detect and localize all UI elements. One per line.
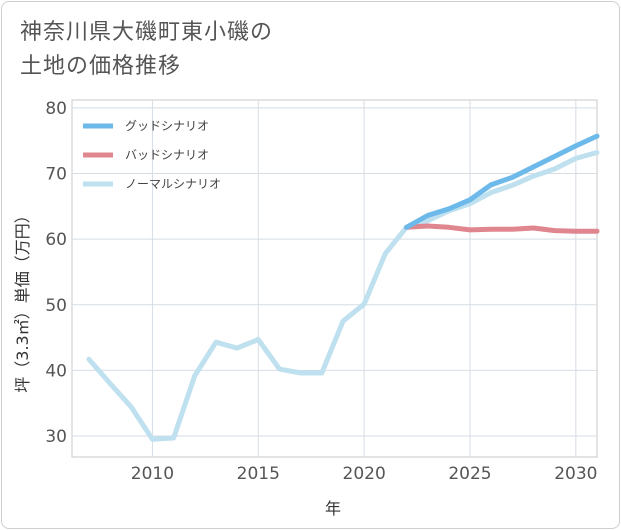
series-lines — [86, 133, 600, 442]
series-line-0 — [404, 133, 600, 230]
plot-area — [71, 99, 598, 458]
tick-labels: 30 40 50 60 70 80 2010 2015 2020 2025 2030 — [45, 99, 597, 484]
x-tick-label: 2025 — [448, 464, 491, 484]
x-tick-label: 2010 — [131, 464, 174, 484]
series-line-2 — [86, 150, 600, 442]
legend-label-0: グッドシナリオ — [125, 119, 209, 133]
chart-title: 神奈川県大磯町東小磯の 土地の価格推移 — [20, 16, 273, 84]
title-line-2: 土地の価格推移 — [20, 54, 182, 79]
title-line-1: 神奈川県大磯町東小磯の — [20, 20, 274, 45]
y-tick-label: 40 — [45, 361, 67, 381]
x-tick-label: 2015 — [237, 464, 280, 484]
y-tick-label: 60 — [45, 230, 67, 250]
grid-lines — [72, 100, 597, 457]
legend-label-2: ノーマルシナリオ — [125, 177, 221, 191]
x-tick-label: 2030 — [554, 464, 597, 484]
legend-label-1: バッドシナリオ — [125, 148, 209, 162]
y-tick-label: 30 — [45, 427, 67, 447]
y-tick-label: 50 — [45, 296, 67, 316]
series-line-1 — [404, 223, 600, 234]
y-axis-label: 坪（3.3㎡）単価（万円） — [13, 207, 32, 392]
x-axis-label: 年 — [325, 499, 341, 518]
y-tick-label: 70 — [45, 165, 67, 185]
y-tick-label: 80 — [45, 99, 67, 119]
x-tick-label: 2020 — [343, 464, 386, 484]
